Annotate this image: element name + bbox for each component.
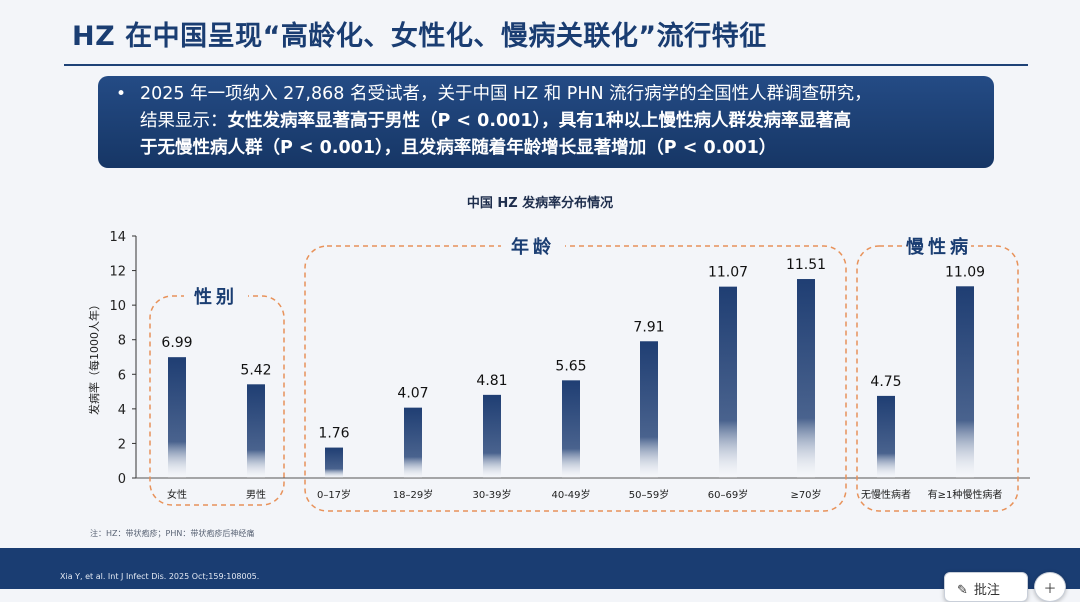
- group-label: 性别: [194, 286, 238, 308]
- data-label: 4.75: [870, 374, 901, 390]
- summary-callout: • 2025 年一项纳入 27,868 名受试者，关于中国 HZ 和 PHN 流…: [98, 76, 994, 168]
- bullet-mark: •: [116, 84, 127, 104]
- bar: [797, 279, 815, 478]
- bar: [483, 394, 501, 478]
- x-tick-label: 男性: [246, 488, 266, 501]
- x-tick-label: 40-49岁: [551, 488, 590, 501]
- data-label: 5.42: [240, 362, 271, 378]
- group-label-bg: [907, 232, 971, 258]
- y-tick-label: 4: [118, 403, 126, 418]
- x-tick-label: 有≥1种慢性病者: [928, 488, 1003, 501]
- y-tick-label: 14: [109, 230, 126, 245]
- group-label-bg: [184, 282, 248, 308]
- group-box-1: [304, 245, 847, 512]
- page-title: HZ 在中国呈现“高龄化、女性化、慢病关联化”流行特征: [72, 21, 767, 52]
- group-label: 慢性病: [906, 236, 972, 258]
- footnote: 注：HZ：带状疱疹；PHN：带状疱疹后神经痛: [90, 529, 255, 538]
- y-tick-label: 12: [109, 265, 126, 280]
- x-tick-label: 女性: [167, 488, 187, 501]
- data-label: 11.07: [708, 265, 748, 281]
- reference-citation: Xia Y, et al. Int J Infect Dis. 2025 Oct…: [60, 572, 260, 581]
- incidence-bar-chart: 0 2 4 6 8 10 12 14 发病率（每1000人年） 性别 6.99 女性 5.42 男性 年龄 1…: [87, 230, 1030, 512]
- callout-line-2-bold: 女性发病率显著高于男性（P < 0.001），具有1种以上慢性病人群发病率显著高: [227, 111, 851, 131]
- bar: [640, 341, 658, 478]
- footer-bar: Xia Y, et al. Int J Infect Dis. 2025 Oct…: [0, 548, 1080, 589]
- data-label: 7.91: [633, 319, 664, 335]
- group-label: 年龄: [511, 236, 555, 258]
- bar: [168, 357, 186, 478]
- bar: [325, 447, 343, 478]
- x-tick-label: 0–17岁: [317, 488, 351, 501]
- callout-line-2: 结果显示：女性发病率显著高于男性（P < 0.001），具有1种以上慢性病人群发…: [140, 108, 976, 135]
- plus-icon: ＋: [1043, 582, 1057, 597]
- y-tick-label: 8: [118, 334, 126, 349]
- data-label: 1.76: [318, 426, 349, 442]
- y-tick-label: 0: [118, 472, 126, 487]
- y-axis-label: 发病率（每1000人年）: [87, 299, 101, 415]
- bar: [562, 380, 580, 478]
- group-label-bg: [501, 232, 565, 258]
- data-label: 5.65: [555, 358, 586, 374]
- data-label: 11.51: [786, 257, 826, 273]
- data-label: 4.81: [476, 373, 507, 389]
- add-button[interactable]: ＋: [1034, 572, 1066, 602]
- y-tick-label: 6: [118, 368, 126, 383]
- x-tick-label: 无慢性病者: [861, 488, 911, 501]
- annotate-button[interactable]: ✎ 批注: [944, 572, 1028, 602]
- y-tick-label: 10: [109, 299, 126, 314]
- data-label: 6.99: [161, 335, 192, 351]
- pencil-icon: ✎: [957, 583, 968, 598]
- bar: [719, 286, 737, 478]
- x-tick-label: 30-39岁: [472, 488, 511, 501]
- bar: [404, 407, 422, 478]
- chart-title: 中国 HZ 发病率分布情况: [466, 196, 614, 211]
- callout-line-3: 于无慢性病人群（P < 0.001），且发病率随着年龄增长显著增加（P < 0.…: [140, 138, 777, 158]
- bar: [877, 395, 895, 478]
- x-tick-label: 18–29岁: [393, 488, 433, 501]
- data-label: 4.07: [397, 386, 428, 402]
- bar: [956, 286, 974, 478]
- x-tick-label: 60–69岁: [708, 488, 748, 501]
- title-divider: [64, 64, 1028, 66]
- callout-line-2-plain: 结果显示：: [140, 111, 228, 131]
- bar: [247, 384, 265, 478]
- x-tick-label: 50–59岁: [629, 488, 669, 501]
- annotate-label: 批注: [973, 583, 1000, 598]
- data-label: 11.09: [945, 264, 985, 280]
- y-tick-label: 2: [118, 437, 126, 452]
- x-tick-label: ≥70岁: [790, 488, 821, 501]
- callout-line-1: 2025 年一项纳入 27,868 名受试者，关于中国 HZ 和 PHN 流行病…: [140, 84, 872, 104]
